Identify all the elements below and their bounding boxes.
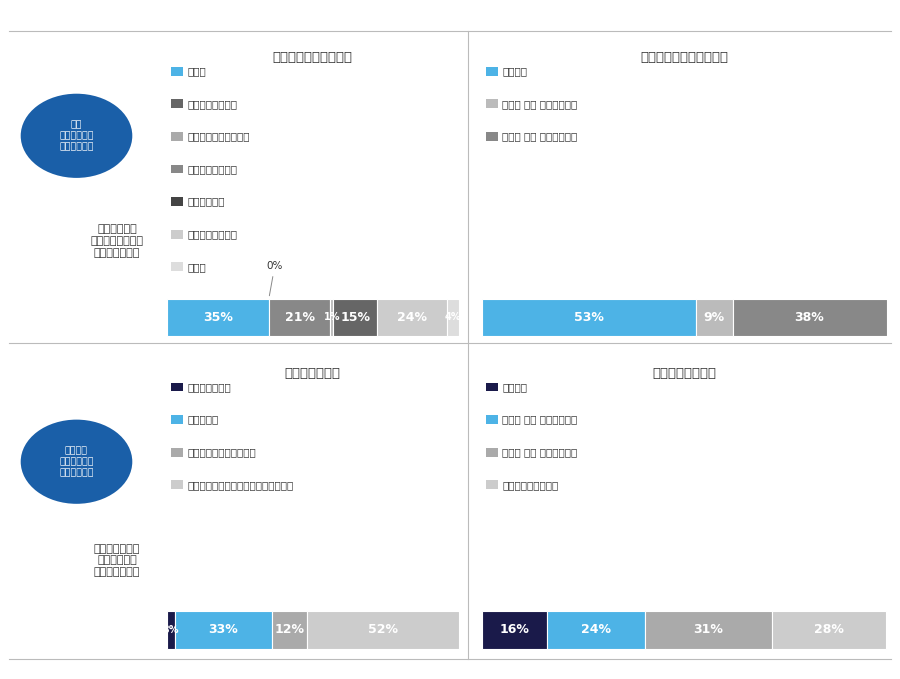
Text: 活用済み: 活用済み	[502, 382, 527, 392]
Text: 未活用 かつ 活用意向あり: 未活用 かつ 活用意向あり	[502, 415, 578, 424]
Text: 24%: 24%	[581, 623, 611, 636]
Text: 現状の消費者の活用状況: 現状の消費者の活用状況	[640, 51, 728, 64]
Text: 現状の企業の導入状況: 現状の企業の導入状況	[273, 51, 353, 64]
Text: 消費者の活用意向: 消費者の活用意向	[652, 367, 716, 380]
Text: 将来的に
取組みが進む
テクノロジー: 将来的に 取組みが進む テクノロジー	[59, 446, 94, 477]
Text: 未活用 かつ 活用意向なし: 未活用 かつ 活用意向なし	[502, 132, 578, 141]
Bar	[645, 611, 772, 648]
Bar	[166, 611, 176, 648]
Text: 1%: 1%	[323, 312, 340, 323]
Bar	[772, 611, 886, 648]
Text: 3%: 3%	[163, 625, 179, 635]
Bar	[482, 611, 547, 648]
Bar	[269, 299, 330, 336]
Text: 33%: 33%	[209, 623, 238, 636]
Text: 無人・ウォーク
スルー店舗・
スマートカート: 無人・ウォーク スルー店舗・ スマートカート	[94, 544, 140, 576]
Bar	[307, 611, 459, 648]
Bar	[482, 299, 697, 336]
Text: セルフレジ・
セミセルフレジ・
セルフスキャン: セルフレジ・ セミセルフレジ・ セルフスキャン	[91, 225, 143, 257]
Bar	[447, 299, 459, 336]
Bar	[166, 299, 269, 336]
Text: 未活用 かつ 活用意向あり: 未活用 かつ 活用意向あり	[502, 99, 578, 109]
Text: わからない・その他: わからない・その他	[502, 480, 558, 490]
Bar	[330, 299, 333, 336]
Text: 企業の導入意向: 企業の導入意向	[284, 367, 341, 380]
Text: 9%: 9%	[704, 311, 725, 324]
Bar	[176, 611, 272, 648]
Bar	[547, 611, 645, 648]
Text: 24%: 24%	[397, 311, 427, 324]
Text: 15%: 15%	[340, 311, 370, 324]
Text: 21%: 21%	[284, 311, 315, 324]
Text: 現状
取組みが進む
テクノロジー: 現状 取組みが進む テクノロジー	[59, 120, 94, 151]
Text: 0%: 0%	[266, 261, 283, 296]
Text: パイロット実施済: パイロット実施済	[187, 99, 238, 109]
Bar	[272, 611, 307, 648]
Text: これから検討予定: これから検討予定	[187, 230, 238, 239]
Text: 16%: 16%	[500, 623, 529, 636]
Text: 導入を取りやめた: 導入を取りやめた	[187, 164, 238, 174]
Text: 53%: 53%	[574, 311, 604, 324]
Text: 導入したい: 導入したい	[187, 415, 219, 424]
Text: 活用済み: 活用済み	[502, 67, 527, 76]
Text: 導入したいが課題あり: 導入したいが課題あり	[187, 132, 249, 141]
Text: 導入意向なし: 導入意向なし	[187, 197, 225, 206]
Text: 28%: 28%	[814, 623, 844, 636]
Text: 38%: 38%	[795, 311, 824, 324]
Text: 31%: 31%	[694, 623, 724, 636]
Bar	[333, 299, 377, 336]
Text: 4%: 4%	[445, 312, 462, 323]
Text: 35%: 35%	[202, 311, 232, 324]
Text: 導入中: 導入中	[187, 67, 206, 76]
Text: 未活用 かつ 活用意向なし: 未活用 かつ 活用意向なし	[502, 447, 578, 457]
Text: 現時点では判断できない・わからない: 現時点では判断できない・わからない	[187, 480, 293, 490]
Bar	[377, 299, 447, 336]
Text: 12%: 12%	[274, 623, 304, 636]
Text: すでに導入済み: すでに導入済み	[187, 382, 231, 392]
Text: 導入しようとは思わない: 導入しようとは思わない	[187, 447, 256, 457]
Text: その他: その他	[187, 262, 206, 272]
Bar	[733, 299, 886, 336]
Text: 52%: 52%	[368, 623, 398, 636]
Bar	[697, 299, 733, 336]
